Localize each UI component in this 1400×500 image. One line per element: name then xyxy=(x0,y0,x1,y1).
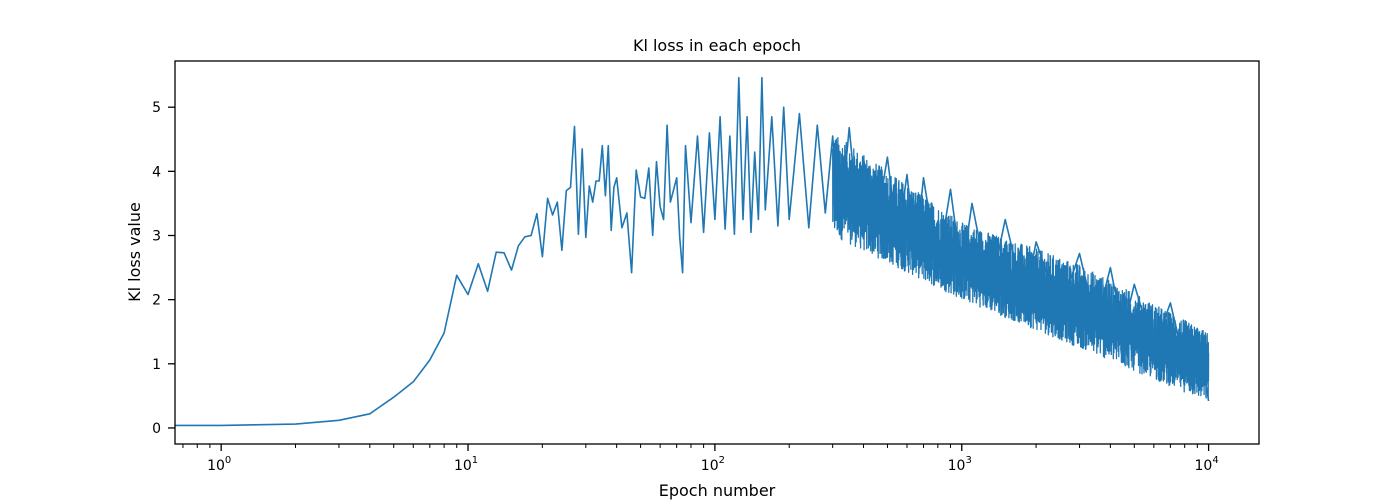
series-line-noise xyxy=(832,137,1210,399)
x-tick-base: 10 xyxy=(701,458,719,474)
y-tick-label: 2 xyxy=(152,293,161,309)
x-tick-base: 10 xyxy=(454,458,472,474)
x-tick-exponent: 2 xyxy=(719,455,725,466)
x-tick-exponent: 3 xyxy=(965,455,971,466)
x-tick-exponent: 1 xyxy=(472,455,478,466)
y-tick-label: 3 xyxy=(152,228,161,244)
plot-area xyxy=(175,76,1210,427)
x-tick-label: 101 xyxy=(454,455,478,474)
x-axis-label: Epoch number xyxy=(659,481,776,500)
y-axis-label: Kl loss value xyxy=(125,202,144,302)
chart-title: Kl loss in each epoch xyxy=(633,36,801,55)
y-tick-label: 1 xyxy=(152,357,161,373)
x-tick-label: 103 xyxy=(948,455,972,474)
y-tick-label: 5 xyxy=(152,100,161,116)
x-tick-base: 10 xyxy=(948,458,966,474)
series-line xyxy=(175,76,1210,427)
y-tick-label: 4 xyxy=(152,164,161,180)
plot-frame xyxy=(174,60,1260,445)
x-tick-exponent: 0 xyxy=(225,455,231,466)
x-axis: 100 101 102 103 104 xyxy=(182,444,1219,474)
y-tick-label: 0 xyxy=(152,421,161,437)
x-tick-label: 100 xyxy=(207,455,231,474)
x-tick-base: 10 xyxy=(1195,458,1213,474)
y-axis: 0 1 2 3 4 5 xyxy=(152,100,175,437)
x-tick-label: 102 xyxy=(701,455,725,474)
x-tick-label: 104 xyxy=(1195,455,1219,474)
x-tick-base: 10 xyxy=(207,458,225,474)
x-tick-exponent: 4 xyxy=(1212,455,1218,466)
